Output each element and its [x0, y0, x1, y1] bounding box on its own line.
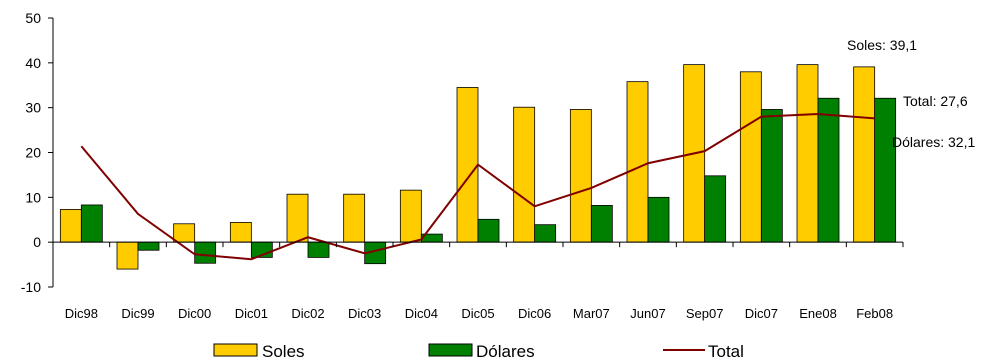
- legend-item-dolares: Dólares: [428, 342, 535, 360]
- legend-label-total: Total: [708, 342, 744, 360]
- bar: [307, 241, 330, 258]
- bar: [59, 209, 82, 243]
- legend-item-soles: Soles: [213, 342, 305, 360]
- bar: [286, 193, 309, 243]
- bar: [116, 241, 139, 270]
- x-tick-label: Dic07: [745, 306, 778, 321]
- bar: [229, 222, 252, 243]
- x-axis: Dic98 Dic99 Dic00 Dic01 Dic02 Dic03 Dic04 Dic05…: [52, 241, 904, 321]
- series-total-line: [80, 112, 875, 261]
- x-tick-label: Dic00: [178, 306, 211, 321]
- bar: [534, 224, 557, 243]
- x-tick-label: Sep07: [686, 306, 724, 321]
- x-tick-label: Dic02: [291, 306, 324, 321]
- annotation-dolares: Dólares: 32,1: [892, 134, 975, 150]
- bar: [194, 241, 217, 264]
- bar: [137, 241, 160, 251]
- series-dolares: [80, 97, 897, 265]
- x-tick-label: Dic01: [235, 306, 268, 321]
- x-tick-label: Dic06: [518, 306, 551, 321]
- legend-label-dolares: Dólares: [476, 342, 535, 360]
- bar: [796, 64, 819, 243]
- x-tick-label: Dic05: [461, 306, 494, 321]
- x-tick-label: Ene08: [799, 306, 837, 321]
- y-tick-label: 40: [25, 55, 41, 71]
- y-tick-label: 10: [25, 189, 41, 205]
- bar: [704, 175, 727, 243]
- bar: [399, 189, 422, 243]
- y-tick-label: 0: [33, 234, 41, 250]
- bar: [456, 87, 479, 243]
- x-tick-label: Dic03: [348, 306, 381, 321]
- x-tick-label: Dic98: [65, 306, 98, 321]
- annotations: Soles: 39,1 Total: 27,6 Dólares: 32,1: [847, 37, 975, 150]
- legend: Soles Dólares Total: [213, 342, 744, 360]
- y-tick-label: 50: [25, 10, 41, 26]
- y-axis: -10 0 10 20 30 40 50: [21, 10, 54, 295]
- bar: [173, 223, 196, 243]
- x-tick-label: Feb08: [856, 306, 893, 321]
- bar: [343, 193, 366, 243]
- bar: [477, 218, 500, 243]
- legend-label-soles: Soles: [262, 342, 305, 360]
- plot-area: [59, 64, 897, 270]
- bar: [626, 81, 649, 243]
- bar: [874, 97, 897, 243]
- bar: [760, 109, 783, 243]
- legend-item-total: Total: [663, 342, 744, 360]
- legend-swatch-soles: [213, 343, 258, 357]
- annotation-total: Total: 27,6: [903, 93, 968, 109]
- bar: [647, 196, 670, 243]
- bar: [513, 106, 536, 243]
- y-tick-label: -10: [21, 279, 41, 295]
- legend-swatch-dolares: [428, 343, 473, 357]
- bar: [739, 71, 762, 243]
- bar: [853, 66, 876, 243]
- series-soles: [59, 64, 876, 270]
- y-tick-label: 20: [25, 145, 41, 161]
- y-tick-label: 30: [25, 100, 41, 116]
- bar: [817, 97, 840, 243]
- bar: [80, 204, 103, 243]
- bar: [569, 109, 592, 243]
- x-tick-label: Mar07: [573, 306, 610, 321]
- x-tick-label: Dic04: [405, 306, 438, 321]
- annotation-soles: Soles: 39,1: [847, 37, 917, 53]
- x-tick-label: Jun07: [630, 306, 665, 321]
- bar: [590, 205, 613, 243]
- x-tick-label: Dic99: [121, 306, 154, 321]
